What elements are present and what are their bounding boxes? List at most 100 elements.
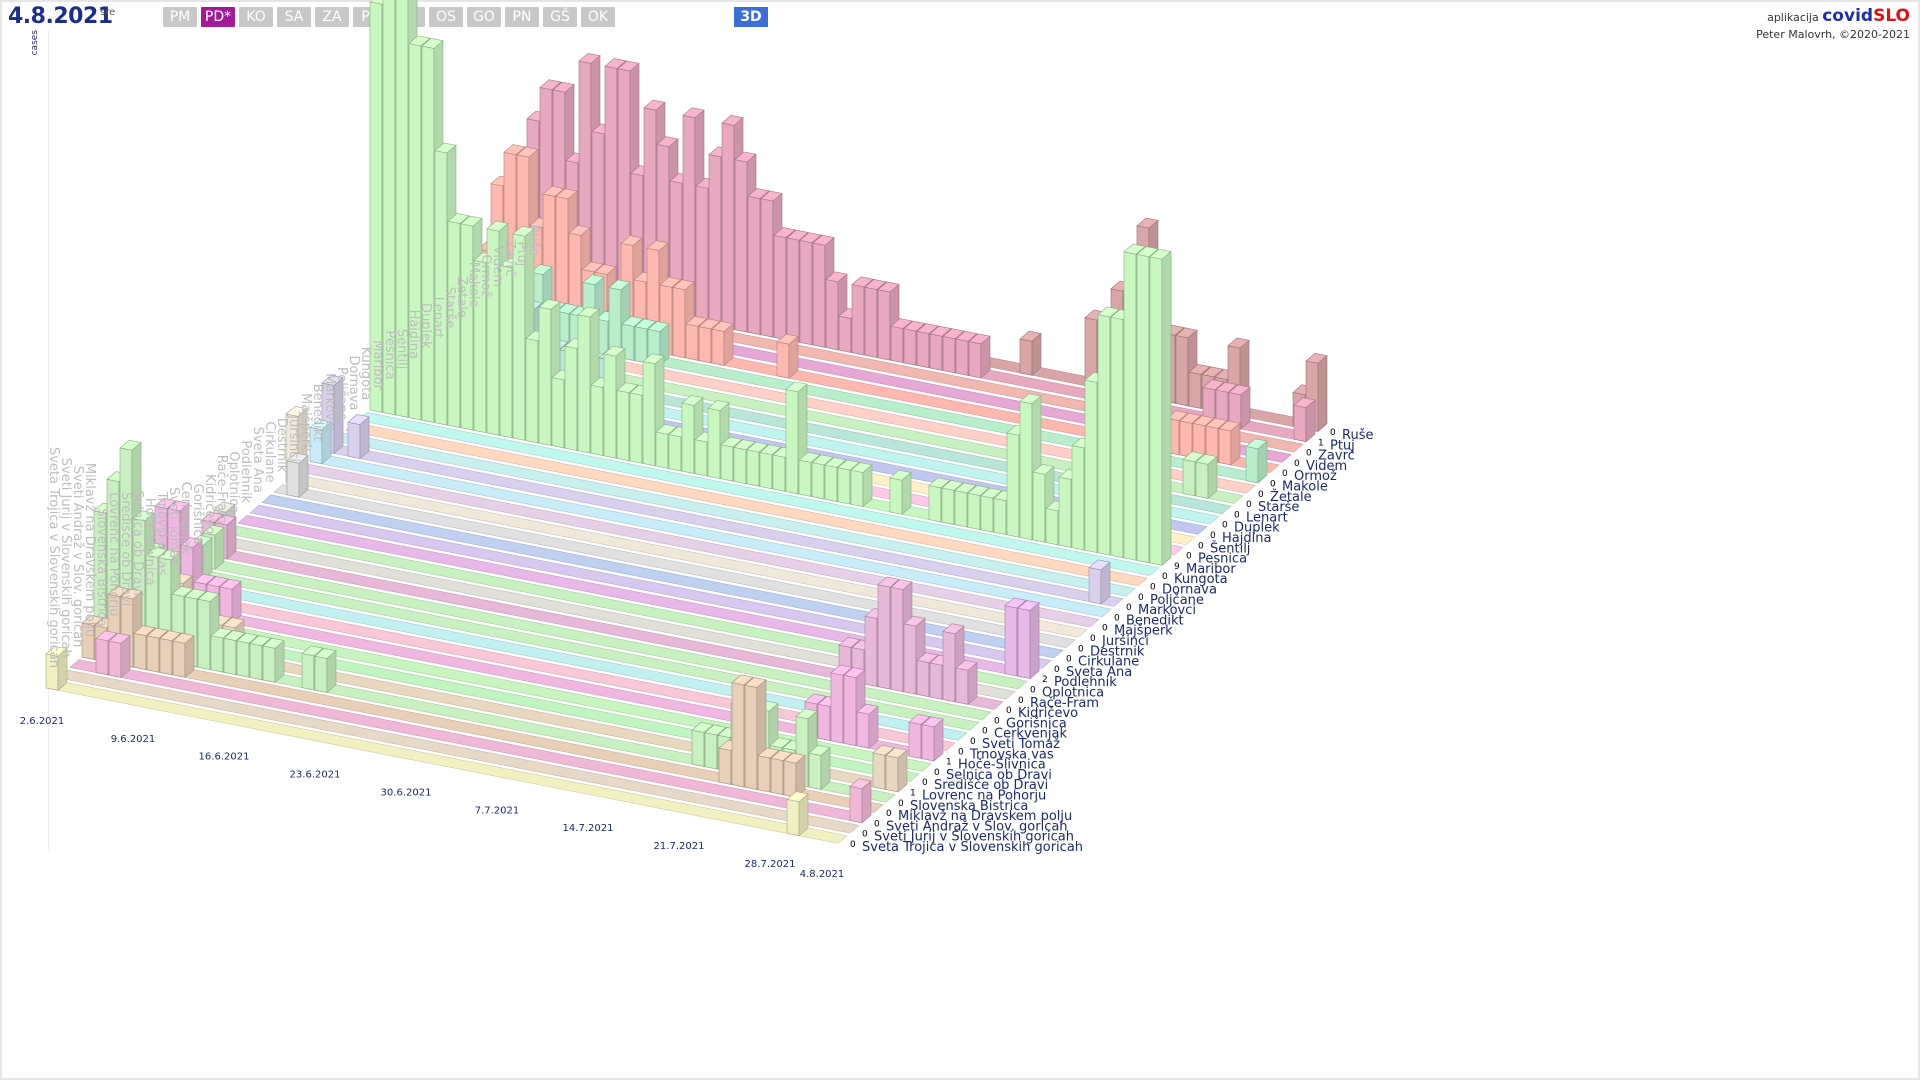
row-label: Hajdina xyxy=(1222,531,1271,546)
row-axis-label: Maribor xyxy=(370,340,385,390)
bar xyxy=(1161,250,1172,566)
bar xyxy=(968,333,991,345)
bar xyxy=(642,353,665,365)
region-button-11[interactable]: OK xyxy=(581,7,615,27)
bar xyxy=(890,586,904,692)
bar xyxy=(1019,393,1042,405)
bar xyxy=(1228,384,1251,396)
region-button-2[interactable]: KO xyxy=(239,7,273,27)
bar xyxy=(133,632,147,671)
bar xyxy=(1017,600,1040,611)
bar xyxy=(167,500,190,512)
bar xyxy=(760,190,783,202)
row-end-value: 0 xyxy=(970,737,976,747)
row-label: Lovrenc na Pohorju xyxy=(922,789,1046,804)
bar xyxy=(1088,567,1102,605)
bar xyxy=(95,638,109,676)
bar xyxy=(812,242,826,348)
row-axis-label: Destrnik xyxy=(274,418,289,473)
region-button-10[interactable]: GŠ xyxy=(543,7,577,27)
brand-covid[interactable]: covid xyxy=(1822,6,1874,26)
mode-3d-button[interactable]: 3D xyxy=(734,7,768,27)
bar xyxy=(903,320,926,332)
bar xyxy=(890,579,913,590)
bar xyxy=(1136,217,1159,229)
bar xyxy=(668,434,682,472)
bar xyxy=(1032,463,1055,475)
bar xyxy=(1032,471,1046,543)
row-end-value: 0 xyxy=(1198,541,1204,551)
bar xyxy=(206,576,229,588)
bar xyxy=(659,276,682,288)
floor-strip-row xyxy=(249,504,1052,669)
region-button-1[interactable]: PD* xyxy=(201,7,235,27)
bar xyxy=(838,315,852,353)
row-label: Majšperk xyxy=(1114,624,1173,639)
row-axis-label: Središče ob Dravi xyxy=(118,492,133,606)
row-end-value: 0 xyxy=(1006,706,1012,716)
date-tick-label: 28.7.2021 xyxy=(745,859,796,870)
bar xyxy=(759,452,773,490)
bar xyxy=(1202,379,1225,391)
region-button-4[interactable]: ZA xyxy=(315,7,349,27)
bar xyxy=(851,276,874,288)
bar xyxy=(954,482,977,494)
bar xyxy=(145,546,168,558)
row-end-value: 0 xyxy=(1258,490,1264,500)
bar xyxy=(1123,243,1146,255)
row-label: Selnica ob Dravi xyxy=(946,768,1052,783)
bar xyxy=(421,45,435,423)
bar xyxy=(698,318,721,330)
bar xyxy=(1110,316,1124,558)
row-axis-label: Lenart xyxy=(430,297,445,339)
bar xyxy=(222,617,245,629)
bar xyxy=(321,375,344,386)
region-button-8[interactable]: GO xyxy=(467,7,501,27)
row-axis-label: Benedikt xyxy=(310,384,325,442)
row-label: Sveti Jurij v Slovenskih goricah xyxy=(874,830,1074,845)
bar xyxy=(747,195,761,335)
bar xyxy=(734,151,757,163)
brand-slo[interactable]: SLO xyxy=(1873,6,1910,26)
row-axis-label: Markovci xyxy=(322,373,337,431)
bar xyxy=(555,188,578,200)
row-end-value: 2 xyxy=(1042,675,1048,685)
row-label: Kidričevo xyxy=(1018,706,1078,721)
region-button-3[interactable]: SA xyxy=(277,7,311,27)
bar xyxy=(285,405,308,417)
bar xyxy=(747,188,770,199)
row-axis-label: Miklavž na Dravskem polju xyxy=(82,463,97,637)
row-end-value: 0 xyxy=(1150,583,1156,593)
bar xyxy=(770,750,793,761)
region-button-9[interactable]: PN xyxy=(505,7,539,27)
region-button-0[interactable]: PM xyxy=(163,7,197,27)
bar xyxy=(872,752,886,790)
bar xyxy=(720,436,743,448)
floor-strip-row xyxy=(273,484,1076,648)
bar xyxy=(172,632,195,644)
bar xyxy=(193,573,216,585)
row-label: Cerkvenjak xyxy=(994,727,1067,742)
bar xyxy=(889,477,903,515)
row-end-value: 0 xyxy=(1270,480,1276,490)
bar xyxy=(180,537,203,548)
row-axis-label: Oplotnica xyxy=(226,451,241,513)
bar xyxy=(581,261,604,273)
bar xyxy=(210,627,233,639)
bar xyxy=(941,480,964,491)
bar xyxy=(1045,508,1059,546)
region-button-7[interactable]: OS xyxy=(429,7,463,27)
bar xyxy=(108,640,122,678)
row-axis-label: Ormož xyxy=(478,254,493,297)
bar xyxy=(838,637,861,648)
bar xyxy=(552,81,575,93)
row-end-value: 0 xyxy=(898,799,904,809)
bar xyxy=(916,652,939,664)
bar xyxy=(786,229,809,241)
bar xyxy=(694,439,708,477)
row-label: Duplek xyxy=(1234,521,1280,536)
bar xyxy=(642,361,656,467)
bar xyxy=(421,38,444,49)
bar xyxy=(993,497,1007,536)
bar xyxy=(776,333,799,345)
